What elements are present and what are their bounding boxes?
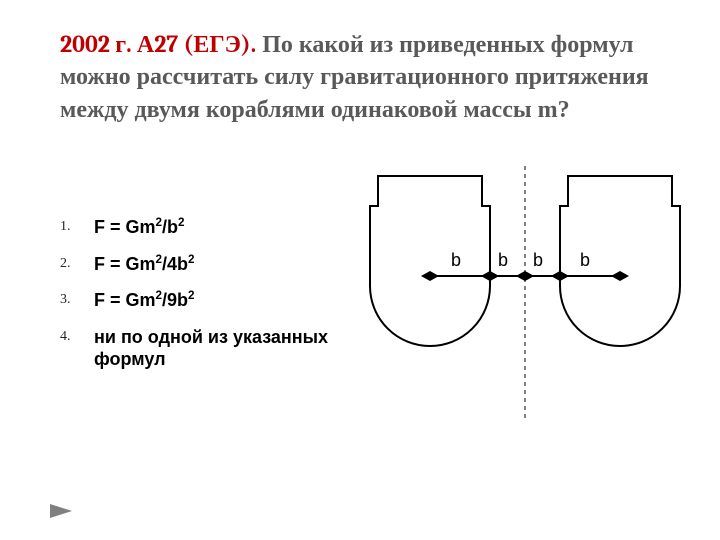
answer-option: F = Gm2/b2 xyxy=(60,216,330,239)
ship-outline xyxy=(370,176,490,346)
segment-label: b xyxy=(580,250,590,270)
heading-lead: 2002 г. А27 (ЕГЭ). xyxy=(60,30,256,58)
corner-flag-icon xyxy=(50,504,72,518)
answer-option: F = Gm2/9b2 xyxy=(60,289,330,312)
segment-label: b xyxy=(533,250,543,270)
ship-outline xyxy=(560,176,680,346)
answer-option: ни по одной из указанных формул xyxy=(60,326,330,371)
segment-diamond xyxy=(421,271,439,281)
ships-diagram: bbbb xyxy=(360,156,690,431)
answer-options: F = Gm2/b2 F = Gm2/4b2 F = Gm2/9b2 ни по од… xyxy=(60,156,330,385)
segment-label: b xyxy=(451,250,461,270)
segment-diamond xyxy=(481,271,499,281)
segment-diamond xyxy=(611,271,629,281)
question-heading: 2002 г. А27 (ЕГЭ). По какой из приведенн… xyxy=(60,28,672,126)
segment-label: b xyxy=(498,250,508,270)
segment-diamond xyxy=(516,271,534,281)
answer-option: F = Gm2/4b2 xyxy=(60,253,330,276)
segment-diamond xyxy=(551,271,569,281)
